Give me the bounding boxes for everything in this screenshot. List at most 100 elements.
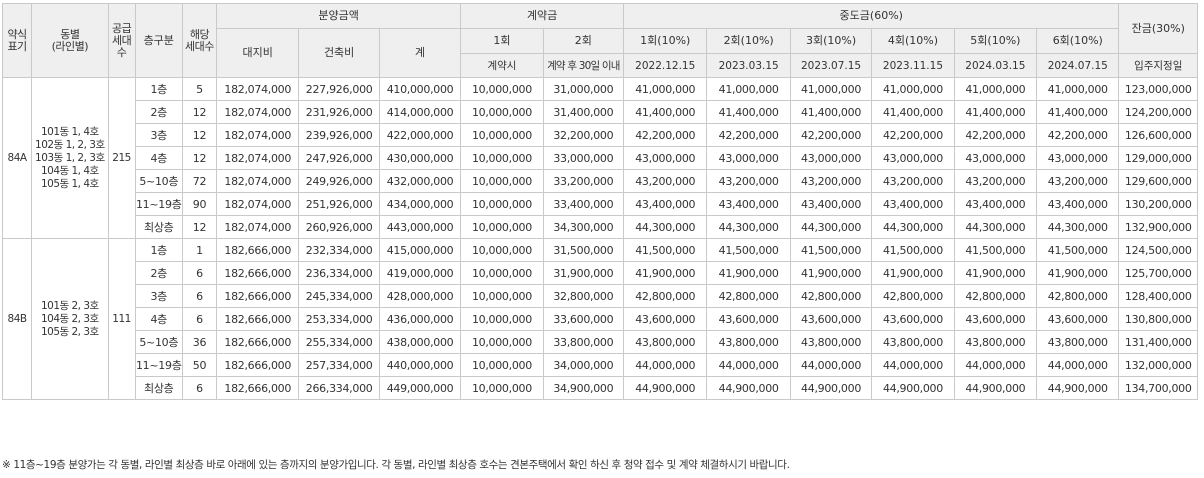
header-land: 대지비 [216, 28, 300, 78]
supply-units-cell: 215 [107, 77, 136, 239]
interim-3-cell: 43,200,000 [789, 169, 873, 193]
interim-4-cell: 43,200,000 [871, 169, 955, 193]
interim-5-cell: 43,000,000 [953, 146, 1038, 170]
contract-2-cell: 34,000,000 [542, 353, 625, 377]
total-cell: 436,000,000 [378, 307, 462, 331]
header-balance-date: 입주지정일 [1118, 53, 1198, 78]
contract-2-cell: 31,400,000 [542, 100, 625, 124]
interim-3-cell: 41,500,000 [789, 238, 873, 262]
interim-4-cell: 41,900,000 [871, 261, 955, 285]
interim-6-cell: 44,300,000 [1036, 215, 1120, 239]
land-cell: 182,074,000 [216, 215, 300, 239]
land-cell: 182,666,000 [216, 284, 300, 308]
interim-6-cell: 42,800,000 [1036, 284, 1120, 308]
interim-5-cell: 44,900,000 [953, 376, 1038, 400]
header-sale-price: 분양금액 [216, 3, 462, 29]
interim-5-cell: 43,600,000 [953, 307, 1038, 331]
contract-2-cell: 33,800,000 [542, 330, 625, 354]
interim-6-cell: 43,800,000 [1036, 330, 1120, 354]
floor-cell: 5~10층 [134, 169, 183, 193]
floor-cell: 4층 [134, 307, 183, 331]
units-cell: 12 [181, 100, 218, 124]
floor-cell: 11~19층 [134, 192, 183, 216]
interim-2-cell: 44,000,000 [706, 353, 791, 377]
header-interim: 중도금(60%) [623, 3, 1120, 29]
contract-2-cell: 34,900,000 [542, 376, 625, 400]
units-cell: 5 [181, 77, 218, 101]
table-header: 약식 표기 동별 (라인별) 공급 세대 수 층구분 해당 세대수 분양금액 계… [1, 3, 1198, 78]
units-cell: 6 [181, 376, 218, 400]
building-cell: 247,926,000 [298, 146, 380, 170]
header-interim-6: 6회(10%) [1036, 28, 1120, 54]
header-contract-2: 2회 [542, 28, 625, 54]
table-body: 84A 101동 1, 4호 102동 1, 2, 3호 103동 1, 2, 3… [1, 77, 1198, 400]
contract-2-cell: 33,400,000 [542, 192, 625, 216]
header-balance: 잔금(30%) [1118, 3, 1198, 54]
contract-1-cell: 10,000,000 [460, 192, 544, 216]
interim-3-cell: 41,400,000 [789, 100, 873, 124]
type-cell: 84A [1, 77, 33, 239]
interim-5-cell: 43,400,000 [953, 192, 1038, 216]
interim-6-cell: 41,900,000 [1036, 261, 1120, 285]
interim-2-cell: 41,400,000 [706, 100, 791, 124]
header-interim-4: 4회(10%) [871, 28, 955, 54]
contract-1-cell: 10,000,000 [460, 376, 544, 400]
units-cell: 12 [181, 215, 218, 239]
interim-1-cell: 44,900,000 [623, 376, 708, 400]
contract-2-cell: 34,300,000 [542, 215, 625, 239]
contract-1-cell: 10,000,000 [460, 100, 544, 124]
dong-cell: 101동 1, 4호 102동 1, 2, 3호 103동 1, 2, 3호 1… [31, 77, 109, 239]
interim-4-cell: 43,800,000 [871, 330, 955, 354]
building-cell: 231,926,000 [298, 100, 380, 124]
header-interim-1: 1회(10%) [623, 28, 708, 54]
building-cell: 266,334,000 [298, 376, 380, 400]
total-cell: 443,000,000 [378, 215, 462, 239]
header-contract-1-date: 계약시 [460, 53, 544, 78]
units-cell: 72 [181, 169, 218, 193]
interim-2-cell: 41,500,000 [706, 238, 791, 262]
header-contract-1: 1회 [460, 28, 544, 54]
interim-1-cell: 43,400,000 [623, 192, 708, 216]
table-row: 5~10층 36 182,666,000 255,334,000 438,000,000… [3, 330, 1198, 354]
interim-5-cell: 41,000,000 [953, 77, 1038, 101]
supply-units-cell: 111 [107, 238, 136, 400]
price-table-container: 약식 표기 동별 (라인별) 공급 세대 수 층구분 해당 세대수 분양금액 계… [1, 3, 1198, 400]
interim-5-cell: 41,900,000 [953, 261, 1038, 285]
floor-cell: 3층 [134, 284, 183, 308]
header-floor: 층구분 [134, 3, 183, 78]
interim-1-cell: 42,200,000 [623, 123, 708, 147]
header-interim-5-date: 2024.03.15 [953, 53, 1038, 78]
floor-cell: 1층 [134, 238, 183, 262]
interim-1-cell: 43,000,000 [623, 146, 708, 170]
interim-3-cell: 44,300,000 [789, 215, 873, 239]
header-contract-2-date: 계약 후 30일 이내 [542, 53, 625, 78]
total-cell: 440,000,000 [378, 353, 462, 377]
interim-2-cell: 43,600,000 [706, 307, 791, 331]
interim-6-cell: 41,000,000 [1036, 77, 1120, 101]
interim-2-cell: 43,400,000 [706, 192, 791, 216]
type-cell: 84B [1, 238, 33, 400]
floor-cell: 5~10층 [134, 330, 183, 354]
table-row: 2층 6 182,666,000 236,334,000 419,000,000 10,0… [3, 261, 1198, 285]
total-cell: 428,000,000 [378, 284, 462, 308]
floor-cell: 11~19층 [134, 353, 183, 377]
contract-1-cell: 10,000,000 [460, 146, 544, 170]
interim-1-cell: 41,400,000 [623, 100, 708, 124]
interim-4-cell: 42,800,000 [871, 284, 955, 308]
footnote: ※ 11층~19층 분양가는 각 동별, 라인별 최상층 바로 아래에 있는 층… [2, 459, 790, 471]
header-interim-2-date: 2023.03.15 [706, 53, 791, 78]
contract-1-cell: 10,000,000 [460, 123, 544, 147]
floor-cell: 4층 [134, 146, 183, 170]
table-row: 4층 12 182,074,000 247,926,000 430,000,000 10,… [3, 146, 1198, 170]
sale-price-table: 약식 표기 동별 (라인별) 공급 세대 수 층구분 해당 세대수 분양금액 계… [1, 3, 1198, 400]
contract-2-cell: 33,200,000 [542, 169, 625, 193]
interim-5-cell: 41,400,000 [953, 100, 1038, 124]
building-cell: 236,334,000 [298, 261, 380, 285]
total-cell: 449,000,000 [378, 376, 462, 400]
units-cell: 6 [181, 307, 218, 331]
total-cell: 438,000,000 [378, 330, 462, 354]
interim-6-cell: 43,200,000 [1036, 169, 1120, 193]
interim-5-cell: 44,000,000 [953, 353, 1038, 377]
land-cell: 182,074,000 [216, 169, 300, 193]
contract-2-cell: 31,900,000 [542, 261, 625, 285]
